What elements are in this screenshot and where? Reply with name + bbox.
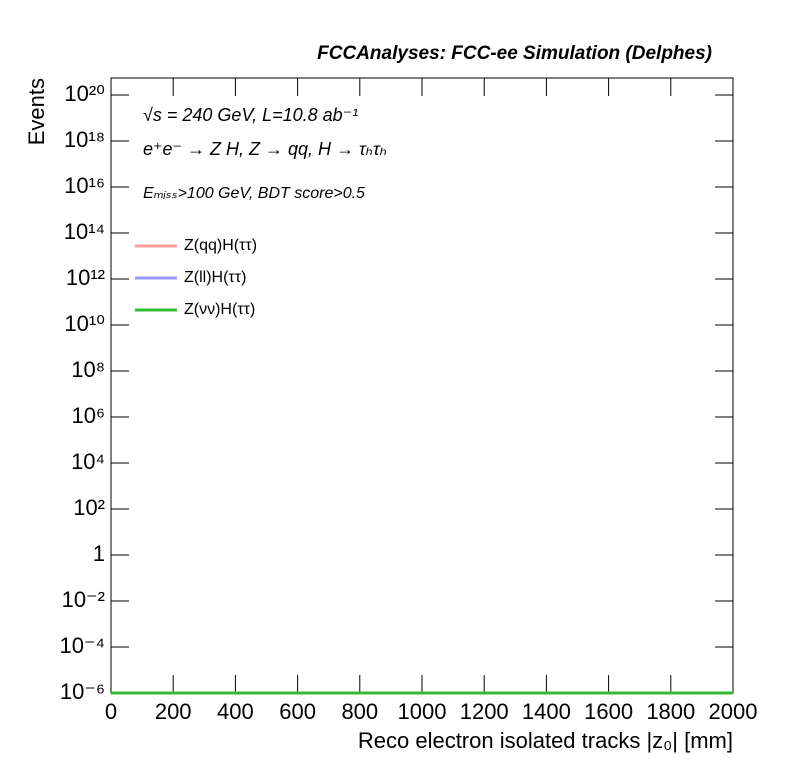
y-tick-label: 10² xyxy=(73,495,105,520)
x-tick-label: 1600 xyxy=(584,699,633,724)
x-tick-label: 800 xyxy=(341,699,378,724)
annotation: √s = 240 GeV, L=10.8 ab⁻¹ xyxy=(143,105,358,125)
x-tick-label: 2000 xyxy=(709,699,758,724)
y-tick-label: 1 xyxy=(93,541,105,566)
y-axis-label: Events xyxy=(24,78,49,145)
y-tick-label: 10¹⁰ xyxy=(64,311,105,336)
x-tick-label: 400 xyxy=(217,699,254,724)
legend-label: Z(qq)H(ττ) xyxy=(184,237,257,254)
x-tick-label: 1800 xyxy=(646,699,695,724)
y-tick-label: 10¹⁸ xyxy=(64,127,105,152)
x-tick-label: 1000 xyxy=(398,699,447,724)
legend-label: Z(νν)H(ττ) xyxy=(184,301,255,318)
x-tick-label: 1400 xyxy=(522,699,571,724)
x-tick-label: 200 xyxy=(155,699,192,724)
y-tick-label: 10⁻² xyxy=(62,587,105,612)
chart-title: FCCAnalyses: FCC-ee Simulation (Delphes) xyxy=(317,43,712,64)
annotation: Eₘᵢₛₛ>100 GeV, BDT score>0.5 xyxy=(143,185,365,202)
x-tick-label: 0 xyxy=(105,699,117,724)
y-tick-label: 10¹⁴ xyxy=(64,219,105,244)
y-tick-label: 10⁸ xyxy=(71,357,105,382)
y-tick-label: 10²⁰ xyxy=(64,81,105,106)
y-tick-label: 10⁶ xyxy=(71,403,105,428)
annotation: e⁺e⁻ → Z H, Z → qq, H → τₕτₕ xyxy=(143,139,387,159)
x-axis-label: Reco electron isolated tracks |z₀| [mm] xyxy=(358,728,733,753)
y-tick-label: 10¹⁶ xyxy=(64,173,105,198)
x-tick-label: 600 xyxy=(279,699,316,724)
y-tick-label: 10¹² xyxy=(66,265,105,290)
y-tick-label: 10⁻⁶ xyxy=(60,679,105,704)
legend-label: Z(ll)H(ττ) xyxy=(184,269,246,286)
y-tick-label: 10⁻⁴ xyxy=(59,633,105,658)
y-tick-label: 10⁴ xyxy=(71,449,105,474)
x-tick-label: 1200 xyxy=(460,699,509,724)
